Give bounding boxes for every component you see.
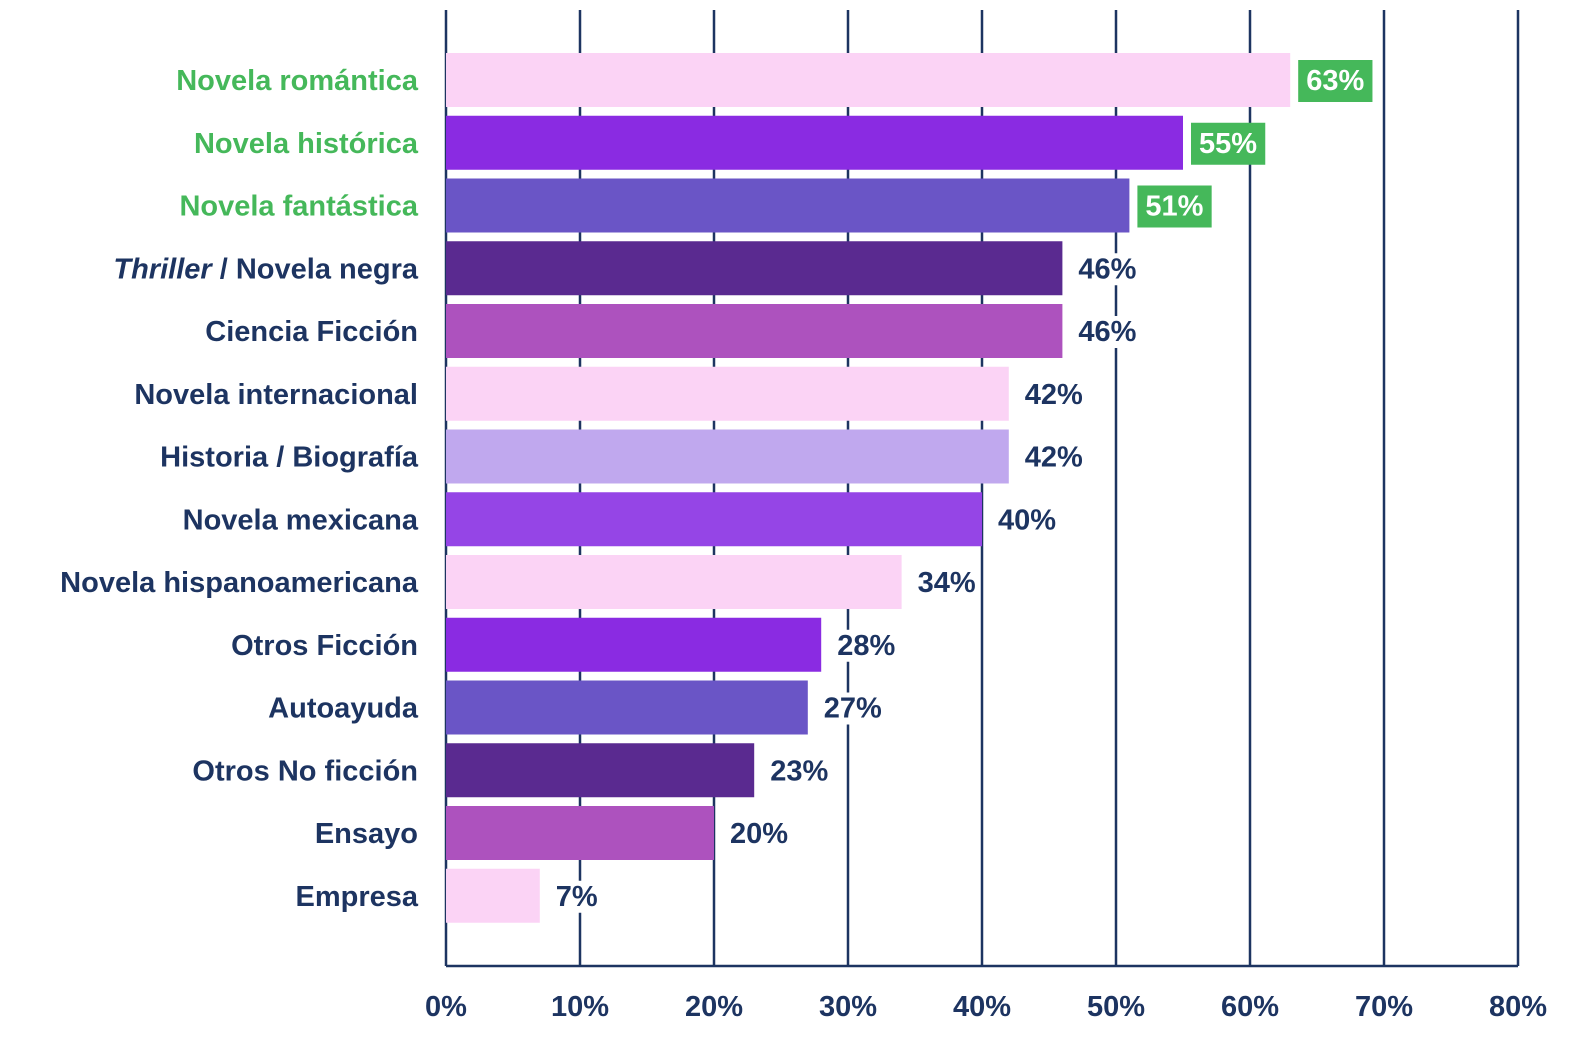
category-label: Thriller / Novela negra bbox=[113, 253, 418, 285]
value-label-backdrop bbox=[1074, 316, 1141, 348]
x-tick-label: 10% bbox=[551, 991, 609, 1023]
value-label-backdrop bbox=[913, 567, 980, 599]
value-label: 42% bbox=[1025, 379, 1083, 411]
category-label: Novela hispanoamericana bbox=[60, 567, 419, 599]
value-label-badge bbox=[1191, 122, 1266, 165]
x-tick-label: 80% bbox=[1489, 991, 1547, 1023]
bar bbox=[446, 555, 902, 609]
value-label-backdrop bbox=[819, 692, 887, 725]
x-tick-label: 20% bbox=[685, 991, 743, 1023]
bar bbox=[446, 617, 822, 672]
value-label-backdrop bbox=[833, 629, 900, 662]
bar bbox=[446, 178, 1130, 233]
value-label-backdrop bbox=[551, 880, 602, 913]
bar bbox=[446, 680, 808, 735]
category-label: Novela mexicana bbox=[183, 504, 419, 536]
value-label: 63% bbox=[1306, 65, 1364, 97]
value-label: 23% bbox=[770, 755, 828, 787]
value-label-backdrop bbox=[1020, 441, 1088, 474]
value-label-backdrop bbox=[994, 504, 1061, 537]
bar bbox=[446, 366, 1009, 421]
category-label: Otros Ficción bbox=[231, 630, 418, 662]
value-label: 55% bbox=[1199, 128, 1257, 160]
x-tick-label: 30% bbox=[819, 991, 877, 1023]
category-label: Empresa bbox=[295, 881, 418, 913]
value-label: 40% bbox=[998, 504, 1056, 536]
bar bbox=[446, 492, 982, 547]
value-label: 20% bbox=[730, 818, 788, 850]
value-label-badge bbox=[1137, 185, 1212, 228]
category-label: Ciencia Ficción bbox=[205, 316, 418, 348]
bar bbox=[446, 115, 1183, 170]
x-tick-label: 40% bbox=[953, 991, 1011, 1023]
bar bbox=[446, 304, 1063, 358]
x-tick-label: 60% bbox=[1221, 991, 1279, 1023]
category-label: Autoayuda bbox=[268, 693, 419, 725]
label-layer: Novela romántica 63% Novela histórica 55% No… bbox=[60, 60, 1373, 913]
x-tick-label: 50% bbox=[1087, 991, 1145, 1023]
bar bbox=[446, 241, 1063, 296]
category-label: Novela romántica bbox=[176, 65, 419, 97]
axis-layer: 0% 10% 20% 30% 40% 50% 60% 70% 80% bbox=[425, 964, 1547, 1023]
value-label: 51% bbox=[1145, 191, 1203, 223]
bar bbox=[446, 868, 540, 923]
bar-layer bbox=[446, 53, 1291, 923]
category-label: Novela fantástica bbox=[179, 191, 418, 223]
value-label: 34% bbox=[918, 567, 976, 599]
category-label: Ensayo bbox=[315, 818, 418, 850]
category-label: Novela internacional bbox=[134, 379, 418, 411]
value-label-badge bbox=[1298, 60, 1373, 102]
x-tick-label: 0% bbox=[425, 991, 467, 1023]
bar bbox=[446, 806, 714, 860]
bar bbox=[446, 429, 1009, 484]
category-label: Otros No ficción bbox=[192, 755, 418, 787]
value-label: 42% bbox=[1025, 442, 1083, 474]
bar bbox=[446, 53, 1291, 107]
value-label: 28% bbox=[837, 630, 895, 662]
value-label-backdrop bbox=[1020, 378, 1088, 411]
value-label-backdrop bbox=[766, 755, 833, 788]
value-label: 7% bbox=[556, 881, 598, 913]
category-label: Novela histórica bbox=[194, 128, 419, 160]
value-label: 27% bbox=[824, 693, 882, 725]
value-label: 46% bbox=[1078, 316, 1136, 348]
value-label-backdrop bbox=[726, 818, 793, 850]
bar bbox=[446, 743, 755, 798]
value-label: 46% bbox=[1078, 253, 1136, 285]
x-tick-label: 70% bbox=[1355, 991, 1413, 1023]
category-label: Historia / Biografía bbox=[160, 442, 419, 474]
value-label-backdrop bbox=[1074, 253, 1141, 286]
